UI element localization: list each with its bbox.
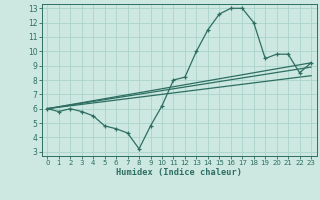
X-axis label: Humidex (Indice chaleur): Humidex (Indice chaleur) — [116, 168, 242, 177]
